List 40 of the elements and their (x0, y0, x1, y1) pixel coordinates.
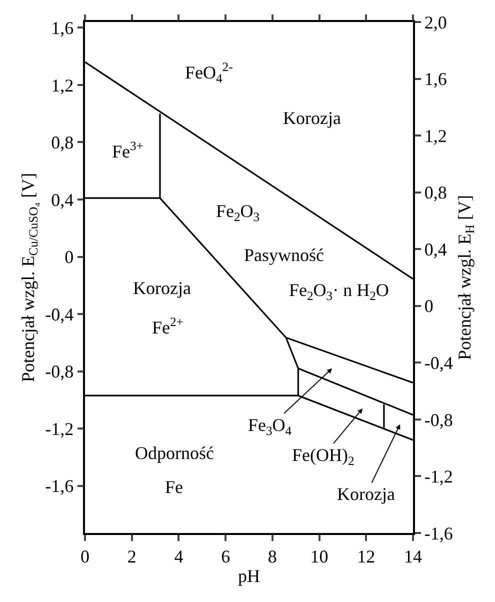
y2-tick-label: 1,6 (424, 69, 447, 90)
y-tick-label: 1,2 (51, 75, 74, 96)
annotation: Pasywność (244, 245, 324, 265)
y2-tick-label: 2,0 (424, 12, 447, 32)
y2-tick-label: -0,4 (424, 352, 453, 373)
y2-tick-label: -0,8 (424, 410, 453, 430)
annotation: Fe$^{3+}$ (112, 139, 144, 162)
annotation: Fe$_{2}$O$_{3}$· n H$_{2}$O (289, 280, 389, 303)
y2-tick-label: -1,2 (424, 466, 453, 487)
y2-tick-label: 0 (424, 296, 434, 316)
x-tick-label: 2 (127, 546, 136, 566)
annotation: Fe(OH)$_{2}$ (292, 445, 354, 468)
y2-tick-label: 0,8 (424, 182, 447, 203)
annotation: Fe$^{2+}$ (152, 315, 184, 338)
x-tick-label: 12 (357, 546, 376, 566)
y-tick-label: 0 (64, 247, 74, 268)
y2-tick-label: -1,6 (424, 523, 453, 544)
annotation: Fe (165, 477, 184, 497)
annotation: Korozja (337, 484, 395, 504)
annotation: Fe$_{3}$O$_{4}$ (248, 415, 292, 438)
y-tick-label: 0,8 (51, 132, 74, 153)
y-tick-label: -0,8 (45, 362, 74, 382)
annotation: Korozja (283, 108, 341, 128)
y-tick-label: 1,6 (51, 18, 74, 38)
y-tick-label: -1,6 (45, 476, 74, 496)
x-axis-title: pH (238, 566, 260, 586)
x-tick-label: 0 (80, 546, 90, 566)
y2-tick-label: 0,4 (424, 239, 447, 260)
annotation: Fe$_{2}$O$_{3}$ (216, 201, 260, 224)
y-tick-label: -0,4 (45, 304, 74, 324)
x-tick-label: 6 (221, 546, 230, 566)
annotation: Korozja (133, 278, 191, 298)
x-tick-label: 10 (310, 546, 328, 566)
y-tick-label: 0,4 (51, 190, 74, 210)
y-tick-label: -1,2 (45, 418, 74, 439)
x-tick-label: 4 (174, 546, 184, 566)
x-tick-label: 8 (268, 546, 277, 566)
x-tick-label: 14 (404, 546, 422, 566)
annotation: Odporność (135, 443, 214, 463)
y2-tick-label: 1,2 (424, 126, 447, 146)
